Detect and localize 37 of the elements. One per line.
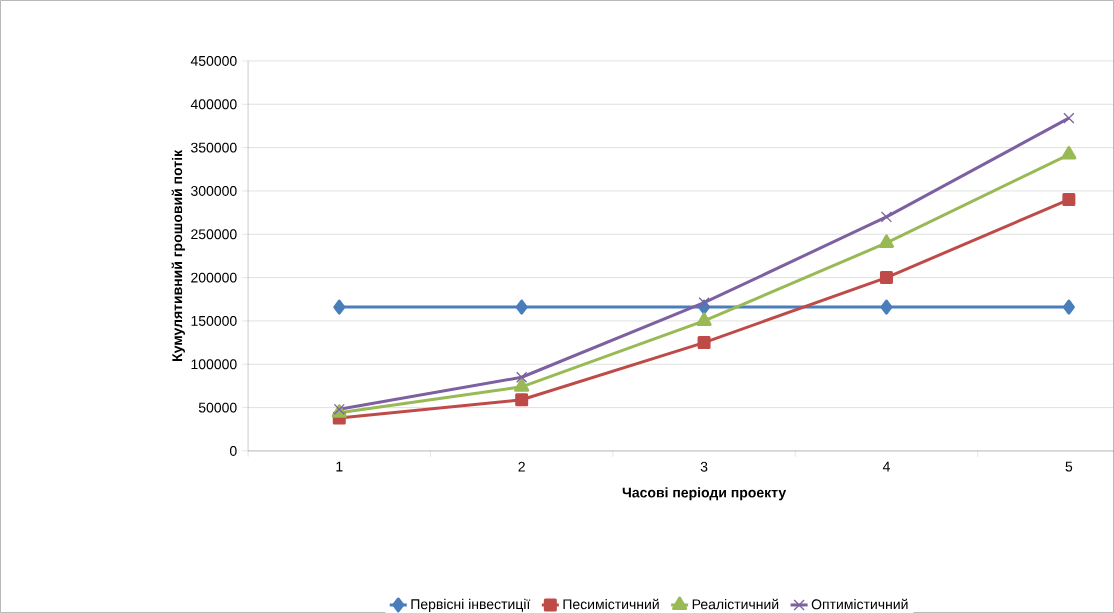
y-tick-label: 350000 xyxy=(191,142,237,153)
y-tick-label: 300000 xyxy=(191,185,237,196)
y-axis-title: Кумулятивний грошовий потік xyxy=(171,149,185,361)
x-tick-label: 1 xyxy=(336,461,343,472)
y-tick-label: 50000 xyxy=(198,402,237,413)
legend-label: Песимістичний xyxy=(563,598,659,610)
y-tick-label: 150000 xyxy=(191,315,237,326)
legend-label: Реалістичний xyxy=(692,598,779,610)
point xyxy=(514,378,530,392)
x-tick-label: 5 xyxy=(1065,461,1073,472)
point xyxy=(515,299,528,315)
point xyxy=(1063,112,1075,124)
y-tick-label: 200000 xyxy=(191,272,237,283)
y-tick-label: 100000 xyxy=(191,359,237,370)
point xyxy=(516,371,528,383)
x-tick-label: 3 xyxy=(700,461,708,472)
point xyxy=(1062,193,1076,207)
legend-label: Первісні інвестиції xyxy=(411,598,531,612)
y-tick-label: 250000 xyxy=(191,229,237,240)
x-tick-label: 4 xyxy=(882,461,890,472)
x-axis-title: Часові періоди проекту xyxy=(622,487,787,501)
point xyxy=(879,271,893,285)
point xyxy=(696,312,712,326)
point xyxy=(333,299,346,315)
point xyxy=(698,297,710,309)
point xyxy=(697,336,711,350)
point xyxy=(880,211,893,223)
y-tick-label: 450000 xyxy=(190,55,237,66)
y-tick-label: 400000 xyxy=(190,99,237,110)
point xyxy=(880,299,893,315)
point xyxy=(1062,299,1075,315)
x-tick-label: 2 xyxy=(518,461,525,472)
point xyxy=(1061,146,1077,160)
legend-label: Оптимістичний xyxy=(811,598,908,610)
point xyxy=(515,393,529,407)
y-tick-label: 0 xyxy=(229,445,237,456)
point xyxy=(878,234,895,248)
